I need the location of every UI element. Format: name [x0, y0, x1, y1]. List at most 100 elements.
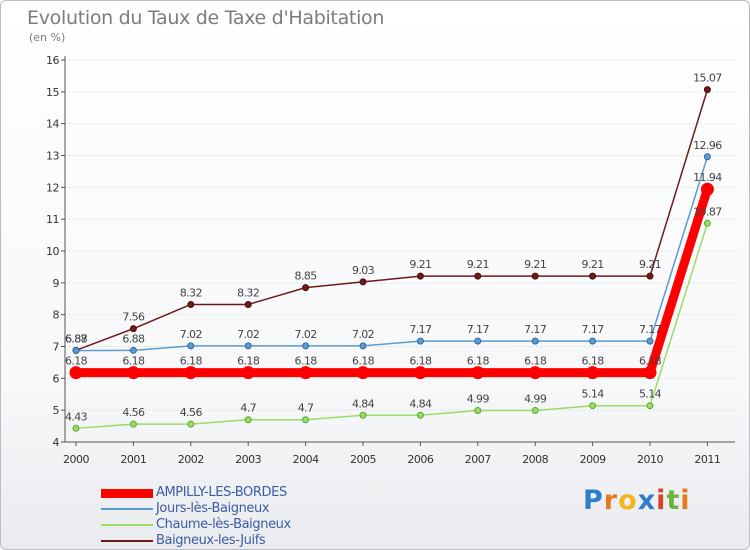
series-line-jours-les-baigneux — [75, 156, 709, 352]
data-label-baigneux-les-juifs: 9.21 — [467, 258, 489, 271]
data-label-chaume-les-baigneux: 4.84 — [352, 397, 375, 410]
logo-letter: i — [680, 485, 691, 516]
data-label-jours-les-baigneux: 6.88 — [122, 332, 145, 345]
data-label-chaume-les-baigneux: 4.56 — [180, 406, 203, 419]
chart-subtitle: (en %) — [29, 31, 66, 44]
data-point-jours-les-baigneux — [646, 337, 654, 345]
data-label-baigneux-les-juifs: 9.21 — [639, 258, 661, 271]
data-point-ampilly-les-bordes — [184, 366, 198, 380]
y-tick-label: 12 — [46, 181, 59, 194]
data-point-ampilly-les-bordes — [528, 366, 542, 380]
data-point-ampilly-les-bordes — [643, 366, 657, 380]
x-tick-label: 2009 — [580, 453, 606, 466]
data-point-jours-les-baigneux — [359, 342, 367, 350]
data-point-chaume-les-baigneux — [416, 411, 424, 419]
data-label-baigneux-les-juifs: 8.85 — [295, 270, 318, 283]
logo-letter: o — [618, 485, 638, 516]
y-tick-label: 4 — [53, 436, 60, 449]
data-label-jours-les-baigneux: 7.17 — [409, 323, 432, 336]
logo-letter: i — [656, 485, 667, 516]
data-label-jours-les-baigneux: 6.87 — [65, 333, 88, 346]
data-point-ampilly-les-bordes — [69, 366, 83, 380]
logo-letter: x — [637, 485, 657, 516]
data-point-chaume-les-baigneux — [703, 219, 711, 227]
data-label-ampilly-les-bordes: 6.18 — [409, 355, 432, 368]
y-tick-label: 9 — [53, 277, 60, 290]
data-point-jours-les-baigneux — [531, 337, 539, 345]
data-label-baigneux-les-juifs: 7.56 — [122, 311, 145, 324]
y-tick-label: 8 — [53, 309, 60, 322]
data-label-jours-les-baigneux: 7.02 — [295, 328, 317, 341]
x-tick-label: 2008 — [522, 453, 548, 466]
data-point-chaume-les-baigneux — [72, 424, 80, 432]
data-point-baigneux-les-juifs — [474, 272, 482, 280]
data-point-baigneux-les-juifs — [129, 325, 137, 333]
legend-swatch — [101, 489, 153, 498]
chart-title: Evolution du Taux de Taxe d'Habitation — [27, 7, 385, 29]
data-label-baigneux-les-juifs: 9.03 — [352, 264, 375, 277]
data-point-chaume-les-baigneux — [244, 416, 252, 424]
data-point-ampilly-les-bordes — [126, 366, 140, 380]
proxiti-logo: Proxiti — [583, 485, 691, 516]
x-tick-label: 2000 — [63, 453, 89, 466]
legend-label: Jours-lès-Baigneux — [156, 501, 270, 516]
legend-item: Chaume-lès-Baigneux — [101, 517, 361, 533]
data-point-ampilly-les-bordes — [356, 366, 370, 380]
data-label-ampilly-les-bordes: 6.18 — [524, 355, 547, 368]
data-label-baigneux-les-juifs: 8.32 — [237, 286, 259, 299]
data-label-ampilly-les-bordes: 6.18 — [65, 355, 88, 368]
data-label-baigneux-les-juifs: 6.88 — [65, 332, 88, 345]
y-tick-label: 7 — [53, 341, 60, 354]
data-point-baigneux-les-juifs — [416, 272, 424, 280]
data-point-jours-les-baigneux — [416, 337, 424, 345]
data-label-ampilly-les-bordes: 6.18 — [582, 355, 605, 368]
legend-label: AMPILLY-LES-BORDES — [156, 485, 287, 500]
data-point-baigneux-les-juifs — [302, 284, 310, 292]
data-label-chaume-les-baigneux: 10.87 — [693, 205, 722, 218]
series-line-baigneux-les-juifs — [75, 88, 709, 352]
data-label-chaume-les-baigneux: 4.99 — [467, 392, 490, 405]
data-point-ampilly-les-bordes — [471, 366, 485, 380]
data-label-baigneux-les-juifs: 9.21 — [582, 258, 604, 271]
data-label-chaume-les-baigneux: 5.14 — [582, 388, 605, 401]
x-tick-label: 2010 — [637, 453, 663, 466]
data-label-chaume-les-baigneux: 4.84 — [409, 397, 432, 410]
data-point-baigneux-les-juifs — [589, 272, 597, 280]
data-point-baigneux-les-juifs — [703, 86, 711, 94]
y-tick-label: 11 — [46, 213, 59, 226]
data-point-chaume-les-baigneux — [589, 402, 597, 410]
data-label-chaume-les-baigneux: 5.14 — [639, 388, 662, 401]
data-label-jours-les-baigneux: 7.02 — [352, 328, 374, 341]
legend-swatch — [101, 508, 153, 510]
data-label-ampilly-les-bordes: 6.18 — [180, 355, 203, 368]
y-tick-label: 14 — [46, 118, 59, 131]
data-point-jours-les-baigneux — [703, 153, 711, 161]
data-point-ampilly-les-bordes — [700, 182, 714, 196]
x-tick-label: 2007 — [465, 453, 491, 466]
legend-label: Baigneux-les-Juifs — [156, 533, 266, 548]
data-label-ampilly-les-bordes: 11.94 — [693, 171, 722, 184]
data-label-jours-les-baigneux: 7.02 — [180, 328, 202, 341]
series-line-chaume-les-baigneux — [75, 222, 709, 430]
data-label-chaume-les-baigneux: 4.99 — [524, 392, 547, 405]
data-point-jours-les-baigneux — [244, 342, 252, 350]
data-label-baigneux-les-juifs: 9.21 — [524, 258, 546, 271]
y-tick-label: 13 — [46, 150, 59, 163]
series-line-ampilly-les-bordes — [71, 184, 712, 378]
data-label-jours-les-baigneux: 7.02 — [237, 328, 259, 341]
data-point-chaume-les-baigneux — [474, 406, 482, 414]
data-point-ampilly-les-bordes — [586, 366, 600, 380]
x-tick-label: 2011 — [694, 453, 720, 466]
data-label-ampilly-les-bordes: 6.18 — [237, 355, 260, 368]
data-point-baigneux-les-juifs — [531, 272, 539, 280]
x-tick-label: 2002 — [178, 453, 204, 466]
data-point-chaume-les-baigneux — [531, 406, 539, 414]
data-point-ampilly-les-bordes — [241, 366, 255, 380]
x-tick-label: 2006 — [407, 453, 433, 466]
data-label-jours-les-baigneux: 7.17 — [639, 323, 662, 336]
y-tick-label: 10 — [46, 245, 59, 258]
data-point-chaume-les-baigneux — [359, 411, 367, 419]
data-label-chaume-les-baigneux: 4.7 — [298, 402, 314, 415]
